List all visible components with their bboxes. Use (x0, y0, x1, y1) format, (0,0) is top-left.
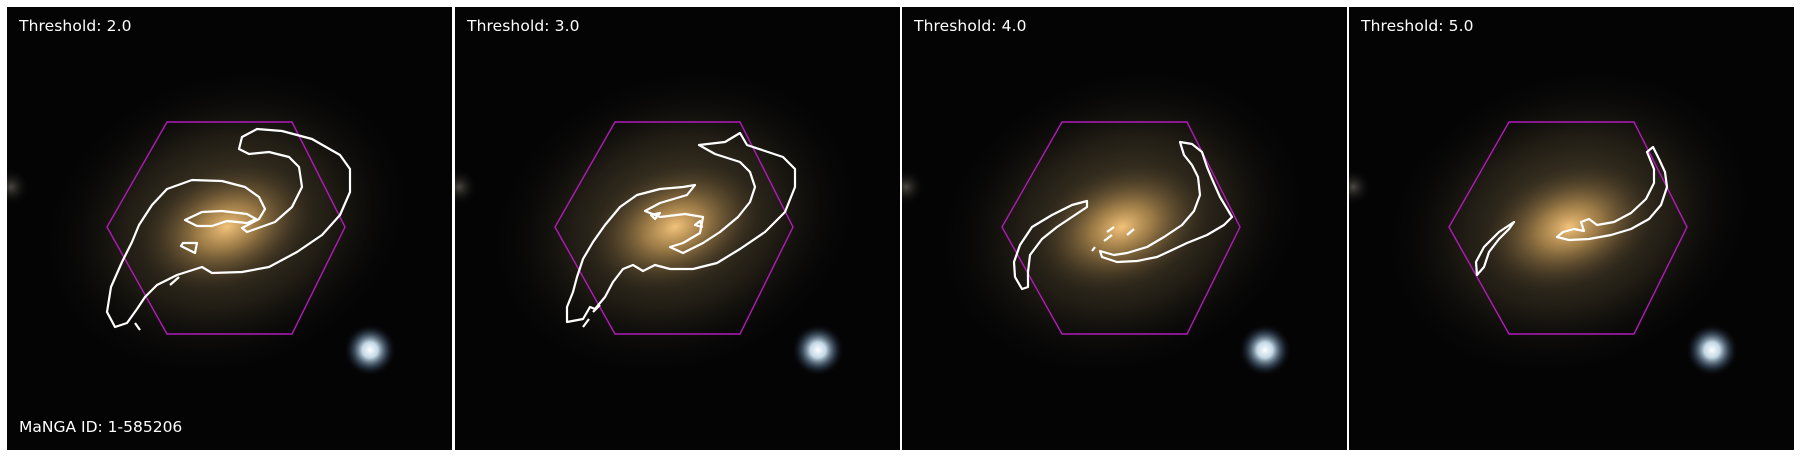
galaxy-image (902, 66, 1308, 378)
contour-lines (1474, 145, 1669, 277)
manga-id-label: MaNGA ID: 1-585206 (19, 418, 183, 436)
galaxy-image (1349, 66, 1755, 378)
threshold-label: Threshold: 3.0 (467, 17, 580, 35)
star-point (1686, 324, 1738, 376)
contour-lines (1012, 140, 1234, 291)
galaxy-image (455, 66, 861, 378)
panel-threshold-2: Threshold: 2.0 MaNGA ID: 1-585206 (7, 7, 452, 450)
panel-threshold-5: Threshold: 5.0 (1349, 7, 1794, 450)
threshold-label: Threshold: 2.0 (19, 17, 132, 35)
ifu-hexagon (1448, 121, 1688, 335)
panel-threshold-3: Threshold: 3.0 (455, 7, 900, 450)
ifu-hexagon (1001, 121, 1241, 335)
galaxy-image (7, 66, 413, 378)
star-point (344, 324, 396, 376)
panel-threshold-4: Threshold: 4.0 (902, 7, 1347, 450)
ifu-hexagon (554, 121, 794, 335)
contour-lines (565, 131, 797, 328)
threshold-label: Threshold: 5.0 (1361, 17, 1474, 35)
ifu-hexagon (106, 121, 346, 335)
contour-lines (105, 127, 352, 331)
star-point (792, 324, 844, 376)
threshold-label: Threshold: 4.0 (914, 17, 1027, 35)
star-point (1239, 324, 1291, 376)
